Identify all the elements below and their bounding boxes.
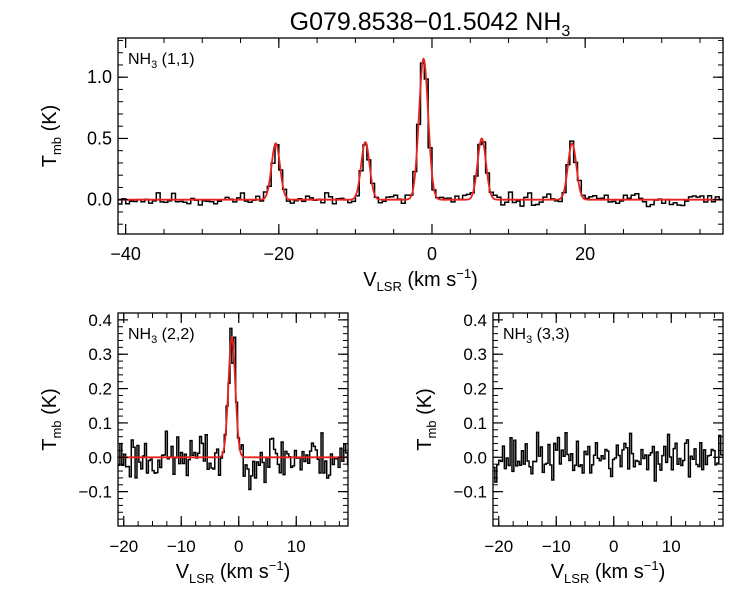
plot-frame — [117, 312, 349, 527]
panel-nh3-22: −20 −10 0 10 −0.1 0.0 0.1 0.2 0.3 0.4 NH3 (2,2) VLS… — [39, 311, 349, 586]
figure-title-main: G079.8538−01.5042 NH — [290, 8, 562, 36]
y-tick-label: 0.1 — [463, 414, 487, 433]
x-tick-label: 0 — [609, 537, 618, 556]
y-tick-label: 0.0 — [463, 448, 487, 467]
plot-frame — [492, 312, 724, 527]
plot-frame — [117, 37, 724, 235]
fit-curve — [118, 335, 348, 459]
x-tick-label: 10 — [287, 537, 306, 556]
y-tick-label: 0.2 — [88, 380, 112, 399]
y-tick-label: 0.0 — [87, 190, 112, 210]
y-axis-label: Tmb (K) — [414, 388, 439, 451]
x-tick-label: 0 — [427, 244, 437, 264]
x-axis-label: VLSR (km s−1) — [176, 558, 291, 586]
y-tick-label: 0.1 — [88, 414, 112, 433]
y-tick-label: 0.0 — [88, 448, 112, 467]
panel-label: NH3 (1,1) — [128, 51, 195, 71]
x-tick-label: 20 — [575, 244, 595, 264]
y-axis-label: Tmb (K) — [39, 388, 64, 451]
y-tick-label: 0.4 — [463, 311, 487, 330]
y-tick-label: −0.1 — [453, 483, 487, 502]
y-tick-label: 0.3 — [463, 345, 487, 364]
y-tick-label: 1.0 — [87, 67, 112, 87]
x-tick-label: 10 — [662, 537, 681, 556]
y-tick-label: 0.2 — [463, 380, 487, 399]
x-tick-label: 0 — [234, 537, 243, 556]
x-tick-label: −20 — [109, 537, 138, 556]
x-axis-label: VLSR (km s−1) — [551, 558, 666, 586]
y-tick-label: 0.3 — [88, 345, 112, 364]
figure-title-sub: 3 — [561, 23, 570, 40]
panel-nh3-33: −20 −10 0 10 −0.1 0.0 0.1 0.2 0.3 0.4 NH3 (3,3) VLS… — [414, 311, 724, 586]
x-axis-label: VLSR (km s−1) — [363, 266, 478, 294]
y-tick-label: −0.1 — [78, 483, 112, 502]
panel-label: NH3 (2,2) — [128, 326, 195, 346]
observed-spectrum — [493, 431, 723, 483]
panel-label: NH3 (3,3) — [503, 326, 570, 346]
panel-nh3-11: −40 −20 0 20 0.0 0.5 1.0 NH3 (1,1) VLSR (km s−1)… — [39, 37, 724, 294]
y-tick-label: 0.4 — [88, 311, 112, 330]
x-tick-label: −20 — [264, 244, 295, 264]
figure-title: G079.8538−01.5042 NH3 — [290, 8, 571, 40]
y-tick-label: 0.5 — [87, 128, 112, 148]
x-tick-label: −10 — [167, 537, 196, 556]
x-tick-label: −20 — [484, 537, 513, 556]
y-axis-label: Tmb (K) — [39, 105, 64, 168]
x-tick-label: −10 — [542, 537, 571, 556]
x-tick-label: −40 — [110, 244, 141, 264]
fit-curve — [118, 57, 723, 201]
